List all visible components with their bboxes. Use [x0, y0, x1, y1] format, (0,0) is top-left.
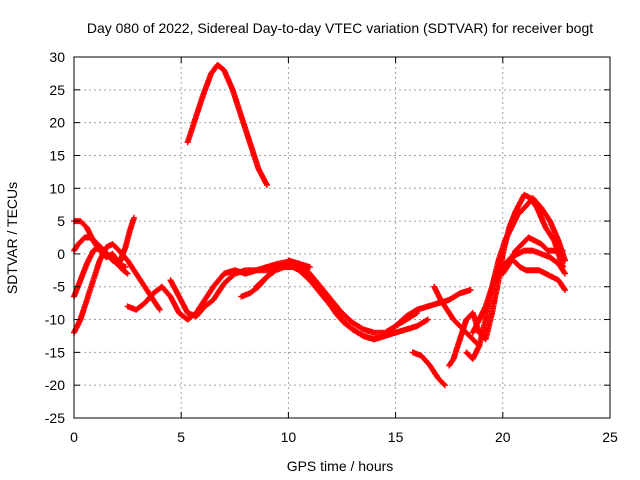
- series-arc-10: [184, 61, 270, 188]
- series-arc-8: [253, 260, 431, 343]
- x-tick-label: 20: [495, 429, 511, 445]
- y-tick-label: 5: [57, 213, 65, 229]
- series-markers: [499, 234, 566, 277]
- series-arc-17: [499, 234, 566, 277]
- x-tick-label: 0: [70, 429, 78, 445]
- y-tick-label: 25: [49, 82, 65, 98]
- series-arc-9: [285, 257, 474, 336]
- y-tick-label: -10: [45, 312, 65, 328]
- data-series: [71, 61, 568, 389]
- y-tick-label: 30: [49, 49, 65, 65]
- y-tick-label: -5: [53, 279, 66, 295]
- y-tick-label: 10: [49, 180, 65, 196]
- y-tick-label: -15: [45, 344, 65, 360]
- y-tick-label: 15: [49, 147, 65, 163]
- y-tick-label: 0: [57, 246, 65, 262]
- series-markers: [409, 349, 448, 389]
- series-arc-11: [409, 349, 448, 389]
- plot-frame: [73, 56, 611, 419]
- x-tick-label: 5: [177, 429, 185, 445]
- axis-ticks: 0 5 10 15 20 25 -25 -20 -15 -10 -5 0 5 10 15 20 25 30: [45, 49, 618, 445]
- x-tick-label: 15: [388, 429, 404, 445]
- chart-title: Day 080 of 2022, Sidereal Day-to-day VTE…: [87, 20, 593, 36]
- y-tick-label: -25: [45, 410, 65, 426]
- series-markers: [253, 260, 431, 343]
- y-tick-label: -20: [45, 377, 65, 393]
- series-markers: [184, 61, 270, 188]
- series-markers: [285, 257, 474, 336]
- x-axis-label: GPS time / hours: [287, 458, 394, 474]
- y-axis-label: SDTVAR / TECUs: [4, 182, 20, 294]
- y-tick-label: 20: [49, 115, 65, 131]
- x-tick-label: 25: [602, 429, 618, 445]
- x-tick-label: 10: [281, 429, 297, 445]
